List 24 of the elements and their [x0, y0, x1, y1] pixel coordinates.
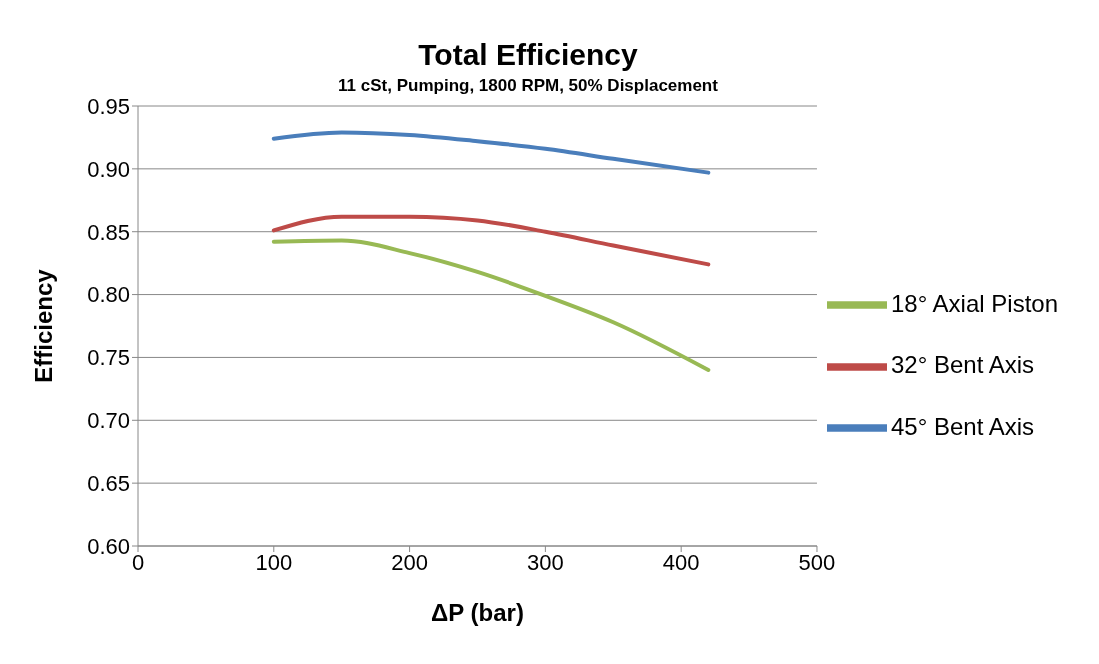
- y-tick-label: 0.75: [87, 345, 130, 371]
- x-tick-label: 400: [662, 549, 700, 575]
- line-series: [271, 130, 711, 175]
- chart-title: Total Efficiency: [417, 38, 639, 72]
- x-tick-label: 100: [255, 549, 293, 575]
- line-series: [271, 214, 711, 267]
- x-axis-title: ΔP (bar): [431, 599, 524, 626]
- line-series: [271, 238, 711, 372]
- y-tick-label: 0.60: [87, 533, 130, 559]
- y-tick-label: 0.85: [87, 219, 130, 245]
- y-tick-label: 0.95: [87, 93, 130, 119]
- y-tick-label: 0.70: [87, 408, 130, 434]
- y-tick-label: 0.65: [87, 470, 130, 496]
- y-tick-label: 0.80: [87, 282, 130, 308]
- x-tick-label: 0: [131, 549, 145, 575]
- legend-label: 18° Axial Piston: [890, 289, 1058, 317]
- y-axis-title: Efficiency: [29, 268, 57, 383]
- x-tick-label: 300: [527, 549, 564, 575]
- x-tick-label: 200: [391, 549, 428, 575]
- legend-label: 45° Bent Axis: [890, 412, 1034, 440]
- legend-label: 32° Bent Axis: [890, 351, 1034, 379]
- x-tick-label: 500: [798, 549, 836, 575]
- chart-subtitle: 11 cSt, Pumping, 1800 RPM, 50% Displacement: [338, 76, 718, 95]
- y-tick-label: 0.90: [87, 156, 130, 182]
